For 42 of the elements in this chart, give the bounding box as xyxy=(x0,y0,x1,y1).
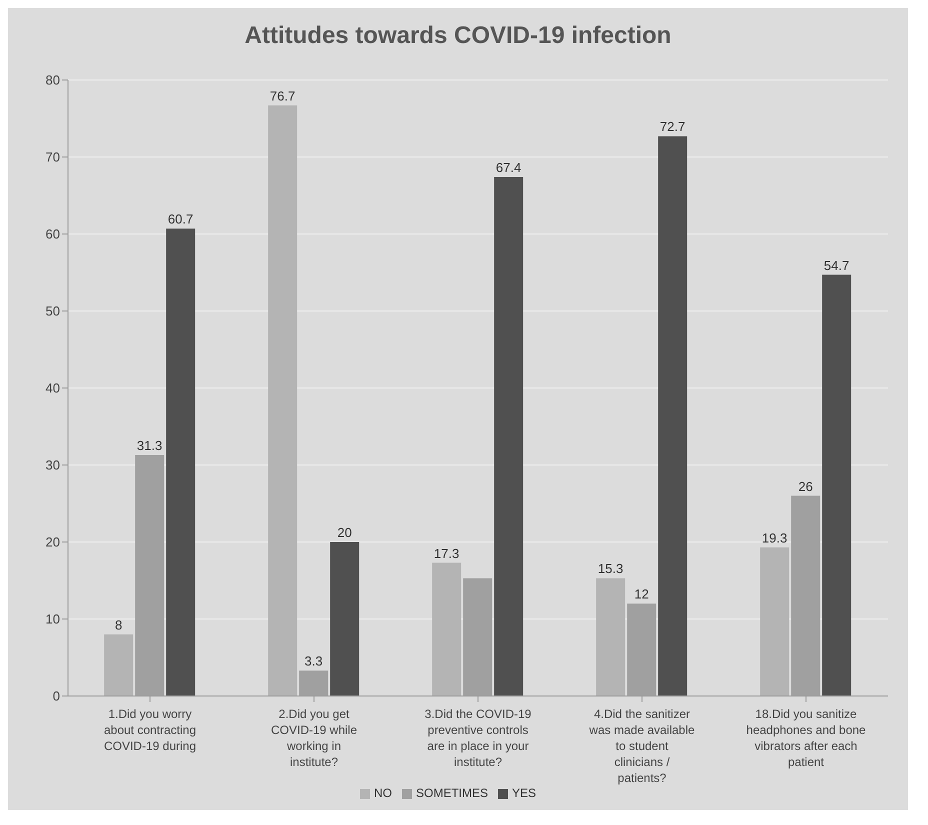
y-tick-label: 50 xyxy=(46,304,60,319)
bar xyxy=(596,578,626,696)
data-label: 8 xyxy=(114,617,122,632)
bar xyxy=(166,228,196,696)
y-tick-label: 0 xyxy=(52,688,60,704)
chart-title: Attitudes towards COVID-19 infection xyxy=(244,21,672,50)
y-tick-label: 70 xyxy=(46,150,60,165)
y-tick-label: 30 xyxy=(46,458,60,473)
data-label: 72.7 xyxy=(660,119,686,134)
y-tick-label: 80 xyxy=(46,72,60,88)
y-tick-label: 20 xyxy=(46,534,60,550)
y-tick-label: 10 xyxy=(46,612,60,627)
data-label: 15.3 xyxy=(598,561,624,576)
y-tick-label: 60 xyxy=(46,226,60,242)
x-tick-label: 4.Did the sanitizer was made available to student clinicians / patients? xyxy=(588,707,696,785)
bar xyxy=(658,136,688,696)
x-tick-label: 18.Did you sanitize headphones and bone vibrators after each patient xyxy=(746,707,866,769)
x-tick-label: 2.Did you get COVID-19 while working in institute? xyxy=(270,707,358,769)
data-label: 31.3 xyxy=(136,438,162,453)
bar xyxy=(268,105,298,696)
x-tick-label: 1.Did you worry about contracting COVID-19 during xyxy=(104,707,196,753)
data-label: 54.7 xyxy=(824,258,850,273)
data-label: 76.7 xyxy=(270,88,296,104)
data-label: 3.3 xyxy=(304,654,323,669)
bar xyxy=(822,274,852,696)
y-tick-label: 40 xyxy=(46,380,60,396)
data-label: 12 xyxy=(634,586,649,602)
data-label: 17.3 xyxy=(434,546,460,561)
legend-label: NO xyxy=(374,786,392,800)
bar xyxy=(104,634,134,696)
data-label: 19.3 xyxy=(762,530,788,546)
data-label: 60.7 xyxy=(168,212,194,227)
data-label: 26 xyxy=(798,478,813,494)
data-label: 67.4 xyxy=(496,160,522,176)
bar xyxy=(432,562,462,696)
bar xyxy=(494,177,524,696)
legend-label: SOMETIMES xyxy=(416,786,488,800)
data-label: 20 xyxy=(337,525,352,540)
x-tick-label: 3.Did the COVID-19 preventive controls are in place in your institute? xyxy=(424,707,532,769)
bar xyxy=(330,542,360,696)
bar xyxy=(760,547,790,696)
legend-label: YES xyxy=(512,786,536,800)
